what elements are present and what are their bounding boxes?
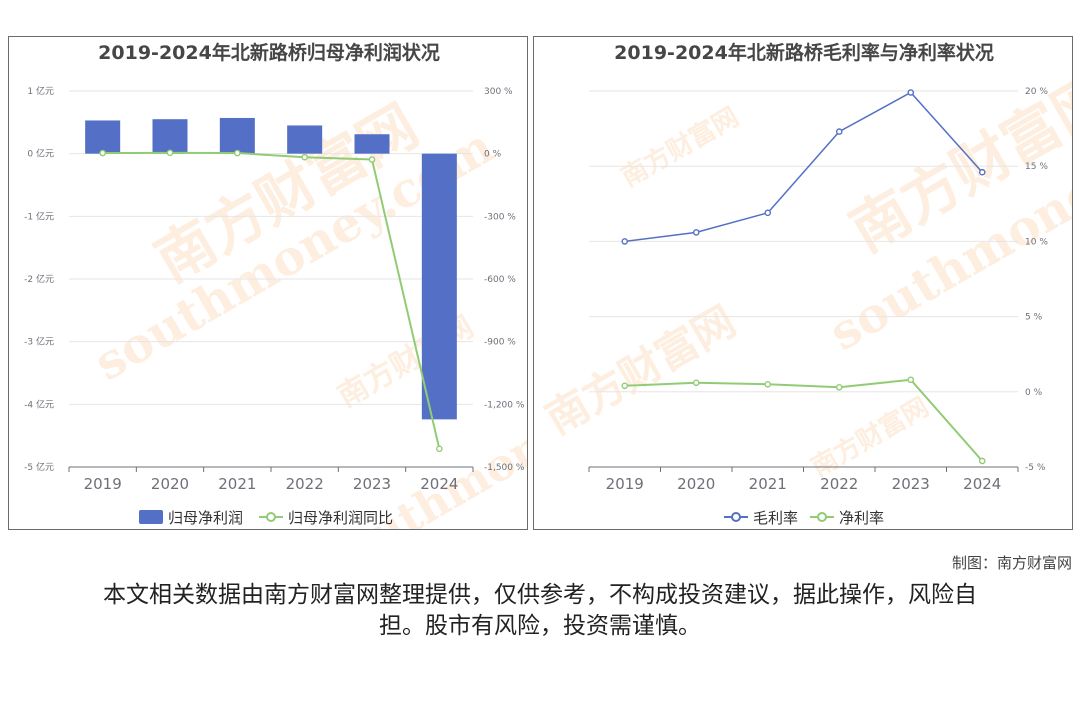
- legend-label-line: 归母净利润同比: [288, 509, 393, 527]
- x-tick-label: 2019: [606, 475, 644, 493]
- y-tick-label-right: -1,200 %: [484, 400, 525, 410]
- line-yoy: [102, 151, 441, 450]
- legend-label: 毛利率: [753, 509, 798, 527]
- x-tick-label: 2020: [677, 475, 715, 493]
- y-tick-label-right: -5 %: [1025, 463, 1046, 473]
- y-tick-label-right: 20 %: [1025, 87, 1048, 97]
- y-tick-label-right: -300 %: [484, 212, 516, 222]
- point-yoy: [301, 153, 308, 161]
- x-tick-label: 2020: [151, 475, 189, 493]
- x-tick-label: 2023: [892, 475, 930, 493]
- x-tick-label: 2023: [353, 475, 391, 493]
- point-series-2: [692, 379, 700, 387]
- y-tick-label-left: 0 亿元: [27, 148, 54, 160]
- point-yoy: [234, 149, 241, 157]
- y-tick-label-right: 15 %: [1025, 162, 1048, 172]
- point-yoy: [436, 445, 443, 453]
- chart-title: 2019-2024年北新路桥归母净利润状况: [98, 41, 440, 64]
- y-tick-label-right: 10 %: [1025, 237, 1048, 247]
- legend-swatch-marker: [817, 512, 827, 522]
- right-chart-panel: 南方财富网 southmoney.com 南方财富网 南方财富网 南方财富网 2…: [533, 36, 1073, 530]
- point-yoy: [368, 156, 376, 163]
- bar-net-profit: [152, 119, 188, 154]
- x-tick-label: 2019: [84, 475, 122, 493]
- y-tick-label-right: -1,500 %: [484, 463, 525, 473]
- y-tick-label-left: -5 亿元: [24, 461, 54, 473]
- point-series-1: [907, 89, 915, 96]
- bar-net-profit: [287, 125, 323, 154]
- margin-chart: 2019-2024年北新路桥毛利率与净利率状况 20 % 15 % 10 % 5 % 0 …: [588, 41, 1048, 527]
- y-tick-label-right: -600 %: [484, 275, 516, 285]
- y-tick-label-right: 5 %: [1025, 313, 1043, 323]
- y-tick-label-left: -4 亿元: [24, 398, 54, 410]
- legend-label: 净利率: [839, 509, 884, 527]
- x-tick-label: 2022: [286, 475, 324, 493]
- y-tick-label-left: 1 亿元: [27, 85, 54, 97]
- line-series-1: [624, 91, 983, 243]
- point-series-1: [692, 229, 700, 236]
- bar-net-profit: [354, 134, 390, 154]
- bar-net-profit: [85, 120, 121, 154]
- point-series-1: [764, 209, 772, 217]
- point-series-2: [621, 382, 629, 390]
- net-profit-chart: 2019-2024年北新路桥归母净利润状况 1 亿元 0 亿元 -1 亿元 -2 亿元 -…: [24, 41, 525, 527]
- y-tick-label-left: -3 亿元: [24, 336, 54, 348]
- disclaimer-text: 本文相关数据由南方财富网整理提供，仅供参考，不构成投资建议，据此操作，风险自担。…: [103, 582, 977, 639]
- y-tick-label-right: 0 %: [484, 150, 502, 160]
- chart-credit: 制图：南方财富网: [951, 554, 1072, 572]
- line-series-2: [624, 378, 984, 462]
- bar-net-profit: [421, 153, 457, 420]
- x-tick-label: 2024: [420, 475, 458, 493]
- y-tick-label-right: 300 %: [484, 87, 513, 97]
- x-tick-label: 2021: [749, 475, 787, 493]
- legend-label-bar: 归母净利润: [168, 509, 243, 527]
- x-tick-label: 2022: [820, 475, 858, 493]
- legend-swatch-bar: [139, 510, 163, 524]
- point-series-1: [835, 128, 843, 135]
- point-series-2: [907, 376, 915, 384]
- point-series-1: [978, 168, 986, 176]
- point-series-1: [621, 238, 629, 245]
- left-chart-panel: 南方财富网 southmoney.com 南方财富网 southmoney.co…: [8, 36, 528, 530]
- y-tick-label-right: -900 %: [484, 338, 516, 348]
- point-series-2: [835, 383, 843, 391]
- y-tick-label-left: -1 亿元: [24, 210, 54, 222]
- legend-swatch-marker: [731, 512, 741, 522]
- bar-net-profit: [219, 117, 255, 154]
- chart-title: 2019-2024年北新路桥毛利率与净利率状况: [614, 41, 994, 64]
- point-yoy: [166, 149, 174, 157]
- x-tick-label: 2024: [963, 475, 1001, 493]
- legend-swatch-marker: [266, 512, 276, 522]
- x-tick-label: 2021: [218, 475, 256, 493]
- point-series-2: [978, 457, 986, 465]
- point-yoy: [99, 149, 106, 157]
- point-series-2: [764, 380, 772, 388]
- y-tick-label-left: -2 亿元: [24, 273, 54, 285]
- y-tick-label-right: 0 %: [1025, 388, 1043, 398]
